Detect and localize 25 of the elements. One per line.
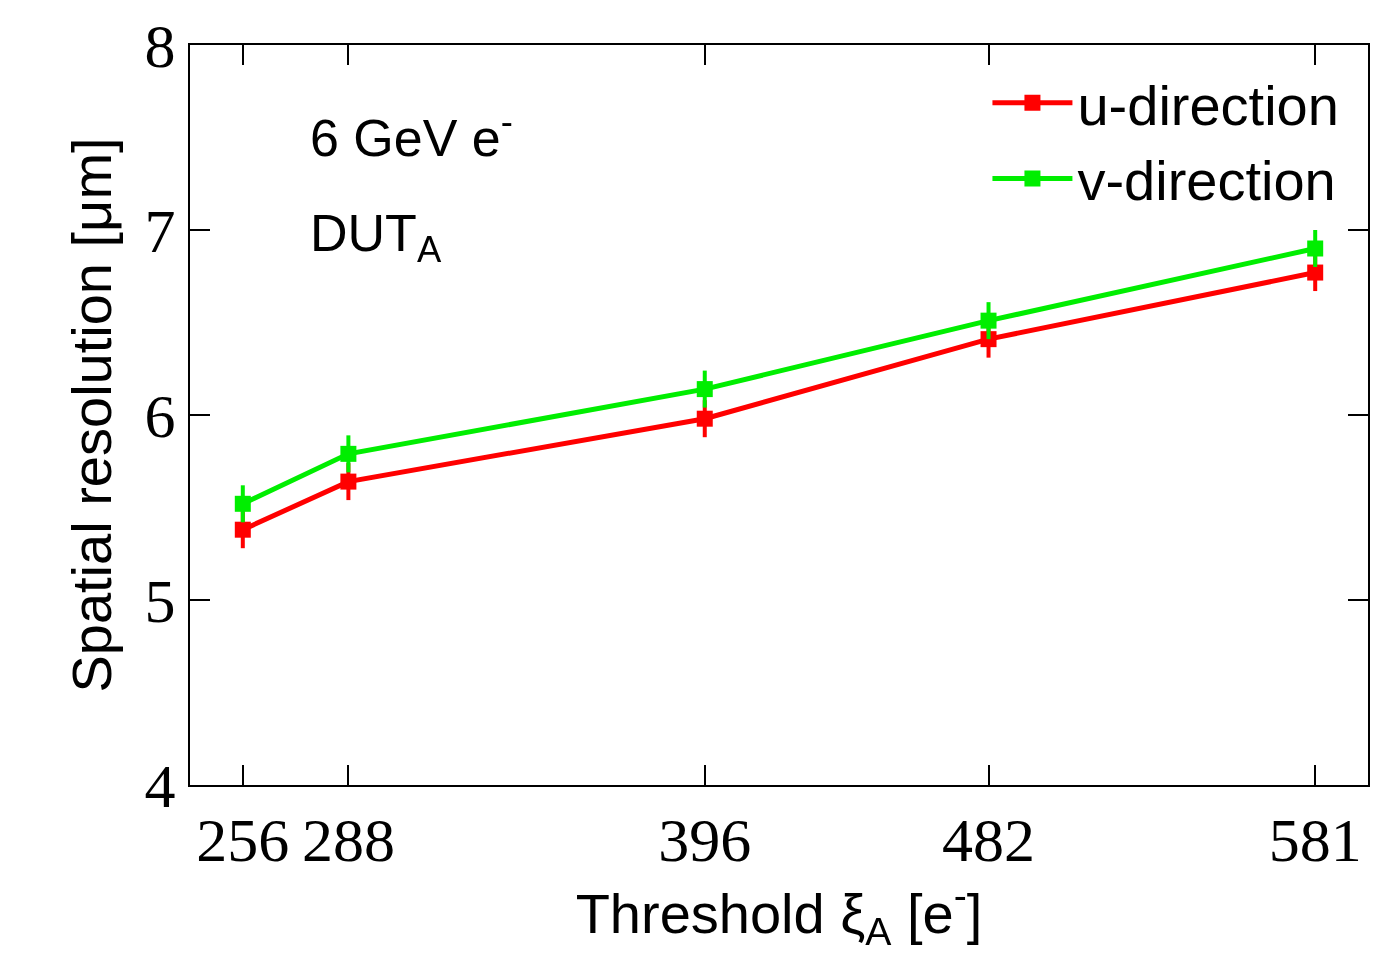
x-tick-label: 581 [1268, 806, 1362, 875]
y-axis-title: Spatial resolution [μm] [60, 137, 123, 693]
point [340, 473, 357, 490]
x-tick-label: 256 [196, 806, 290, 875]
x-tick-label: 482 [942, 806, 1036, 875]
point [980, 312, 997, 329]
x-tick-label: 396 [658, 806, 752, 875]
y-tick-label: 5 [144, 566, 176, 635]
point [1307, 264, 1324, 281]
y-tick-label: 8 [144, 11, 176, 80]
y-tick-label: 4 [144, 751, 176, 820]
x-tick-label: 288 [301, 806, 395, 875]
point [696, 381, 713, 398]
legend-label: v-direction [1077, 149, 1336, 213]
point [234, 521, 251, 538]
y-tick-label: 6 [144, 381, 176, 450]
point [696, 410, 713, 427]
annotation: DUT$_{A}$ [310, 204, 442, 270]
legend-label: u-direction [1077, 73, 1339, 137]
point [1307, 240, 1324, 257]
point [340, 445, 357, 462]
x-axis-title: Threshold ξ$_{A}$ [e$^{-}$] [575, 874, 983, 953]
point [234, 495, 251, 512]
y-tick-label: 7 [144, 196, 176, 265]
annotation: 6 GeV e$^{-}$ [310, 101, 513, 167]
